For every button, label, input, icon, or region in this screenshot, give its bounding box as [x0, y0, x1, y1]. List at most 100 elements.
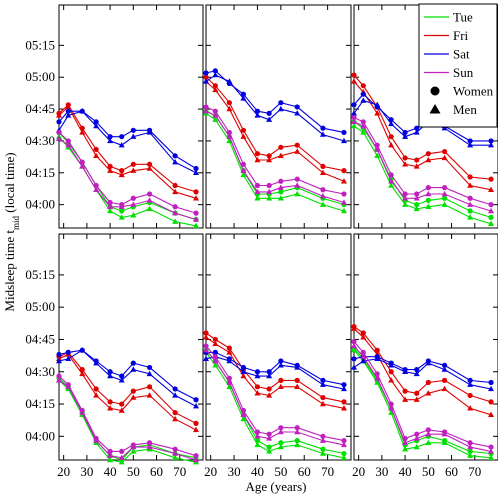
data-point: [488, 379, 494, 386]
data-point: [93, 146, 99, 153]
data-point: [146, 161, 153, 167]
series-sun-men: [351, 118, 495, 214]
series-fri-men: [203, 334, 347, 411]
data-point: [294, 182, 301, 188]
series-line-fri-women: [205, 76, 345, 172]
series-sat-women: [203, 349, 347, 388]
data-point: [441, 439, 448, 445]
data-point: [79, 163, 86, 169]
data-point: [467, 392, 473, 399]
data-point: [254, 441, 261, 448]
data-point: [56, 377, 62, 383]
data-point: [240, 415, 247, 422]
data-point: [414, 202, 420, 208]
data-point: [203, 347, 209, 353]
data-point: [374, 371, 380, 377]
x-tick-label: 30: [375, 464, 388, 479]
data-point: [320, 125, 326, 131]
series-line-tue-men: [205, 112, 345, 212]
data-point: [320, 433, 326, 439]
y-axis-label-subscript: mid: [11, 215, 21, 230]
data-point: [240, 161, 247, 167]
data-point: [374, 379, 381, 385]
data-point: [425, 203, 432, 209]
panel-4: [56, 233, 204, 465]
data-point: [172, 450, 179, 456]
data-point: [278, 144, 284, 150]
data-point: [414, 390, 420, 396]
data-point: [414, 125, 420, 131]
data-point: [203, 74, 209, 80]
data-point: [93, 392, 100, 398]
data-point: [107, 137, 114, 144]
data-point: [254, 108, 261, 114]
data-point: [467, 381, 474, 387]
data-point: [320, 377, 326, 383]
data-point: [254, 433, 261, 439]
data-point: [93, 359, 100, 366]
legend-circle-marker: [430, 86, 440, 96]
legend-entry-women: Women: [430, 84, 494, 99]
series-sun-men: [203, 107, 347, 205]
data-point: [413, 370, 420, 377]
data-point: [320, 187, 326, 193]
y-tick-label: 05:00: [25, 69, 55, 84]
data-point: [240, 127, 247, 133]
series-sun-men: [351, 342, 495, 454]
series-sun-women: [56, 129, 199, 216]
legend-label: Sun: [453, 65, 474, 80]
series-fri-women: [203, 330, 347, 405]
data-point: [341, 382, 347, 388]
series-fri-men: [56, 351, 200, 433]
data-point: [79, 370, 86, 377]
panel-1: [56, 4, 204, 229]
panel-5: [203, 233, 352, 461]
data-point: [319, 169, 326, 175]
data-point: [360, 349, 366, 355]
data-point: [119, 401, 125, 407]
data-point: [488, 141, 495, 148]
data-point: [118, 203, 125, 209]
data-point: [277, 105, 284, 112]
data-point: [254, 369, 261, 375]
data-point: [413, 435, 420, 441]
data-point: [351, 356, 357, 362]
series-sun-women: [203, 104, 347, 197]
data-point: [212, 336, 218, 343]
data-point: [203, 355, 209, 362]
data-point: [425, 390, 432, 396]
data-point: [226, 78, 233, 84]
data-point: [172, 188, 179, 195]
y-tick-labels: 04:00 04:15 04:30 04:45 05:00 05:15 04:00 04:15…: [25, 37, 55, 443]
data-point: [441, 124, 448, 131]
data-point: [340, 199, 347, 205]
y-tick-label: 04:00: [25, 428, 55, 443]
data-point: [193, 397, 199, 403]
data-point: [93, 119, 99, 125]
data-point: [56, 373, 62, 379]
data-point: [441, 362, 448, 368]
data-point: [413, 205, 420, 212]
series-line-sat-women: [353, 356, 492, 384]
data-point: [341, 438, 347, 444]
data-point: [146, 364, 153, 371]
data-point: [266, 369, 272, 375]
x-tick-label: 50: [127, 464, 140, 479]
data-point: [340, 385, 347, 392]
data-point: [388, 172, 394, 178]
data-point: [266, 156, 273, 163]
data-point: [226, 100, 232, 106]
data-point: [294, 190, 301, 197]
data-point: [266, 116, 273, 122]
data-point: [360, 330, 366, 336]
y-tick-label: 04:45: [25, 331, 55, 346]
data-point: [351, 325, 357, 331]
data-point: [402, 368, 409, 374]
series-line-sun-men: [205, 110, 345, 204]
data-point: [388, 409, 395, 415]
series-line-tue-men: [353, 349, 492, 459]
data-point: [266, 435, 273, 441]
data-point: [203, 78, 209, 84]
series-line-fri-women: [205, 332, 345, 403]
x-tick-label: 20: [352, 464, 365, 479]
